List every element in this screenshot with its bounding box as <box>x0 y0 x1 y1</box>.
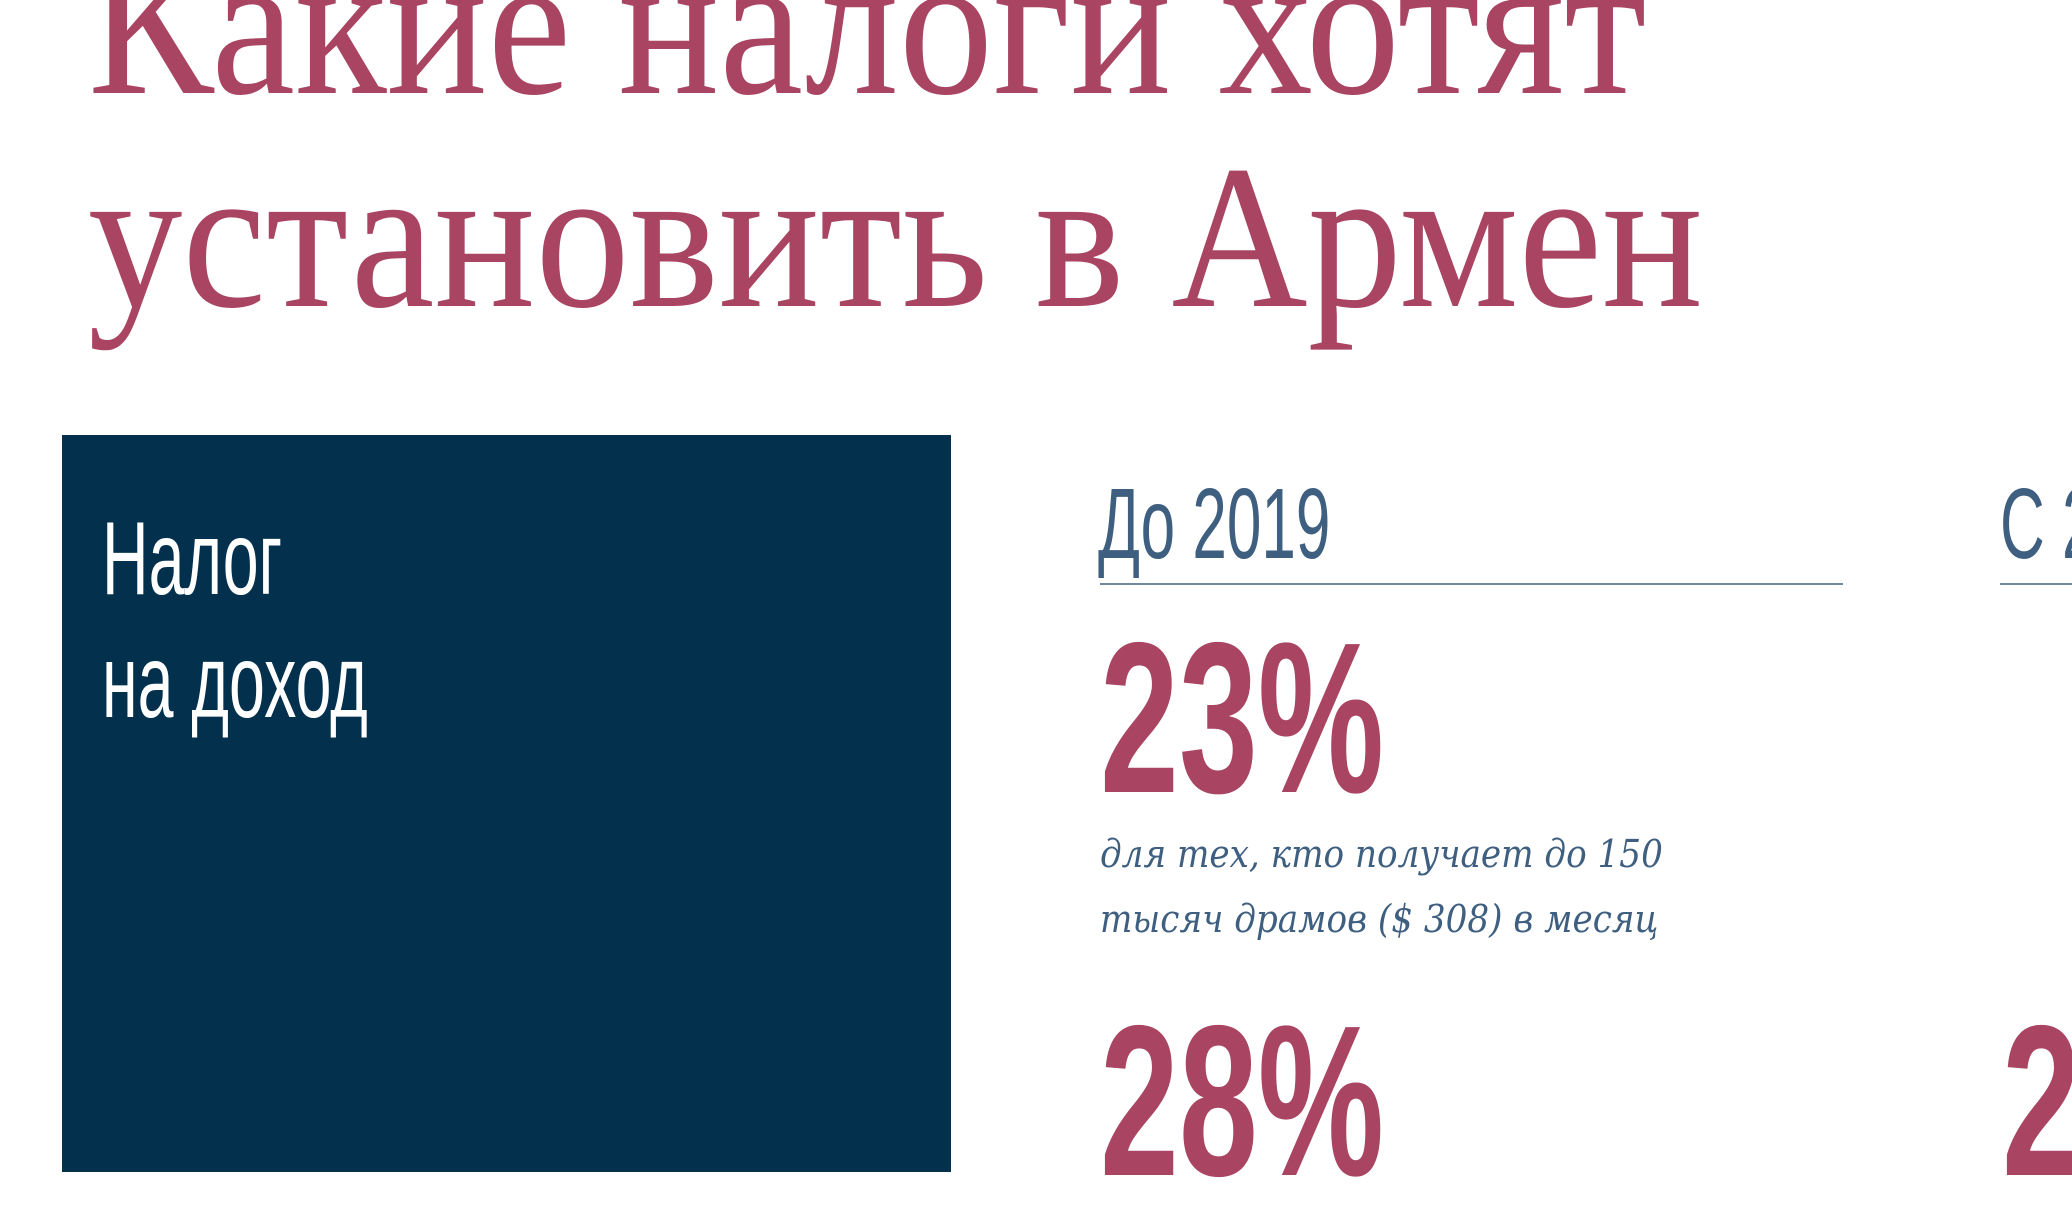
rate-caption-line-2: тысяч драмов ($ 308) в месяц <box>1100 897 1659 941</box>
tax-category-panel <box>62 435 951 1172</box>
panel-title-line-2: на доход <box>102 624 368 740</box>
page-title-line-1: Какие налоги хотят <box>88 0 1647 138</box>
column-divider <box>2000 583 2072 585</box>
rate-caption-line-1: для тех, кто получает до 150 <box>1100 832 1663 876</box>
page-title-line-2: установить в Армен <box>88 124 1704 351</box>
panel-title-line-1: Налог <box>102 501 283 617</box>
rate-value: 2 <box>2002 993 2072 1208</box>
rate-value: 23% <box>1100 597 1385 838</box>
column-heading-before-2019: До 2019 <box>1098 468 1331 580</box>
column-heading-from: С 2 <box>2000 468 2072 580</box>
column-divider <box>1100 583 1843 585</box>
rate-value: 28% <box>1100 980 1385 1221</box>
